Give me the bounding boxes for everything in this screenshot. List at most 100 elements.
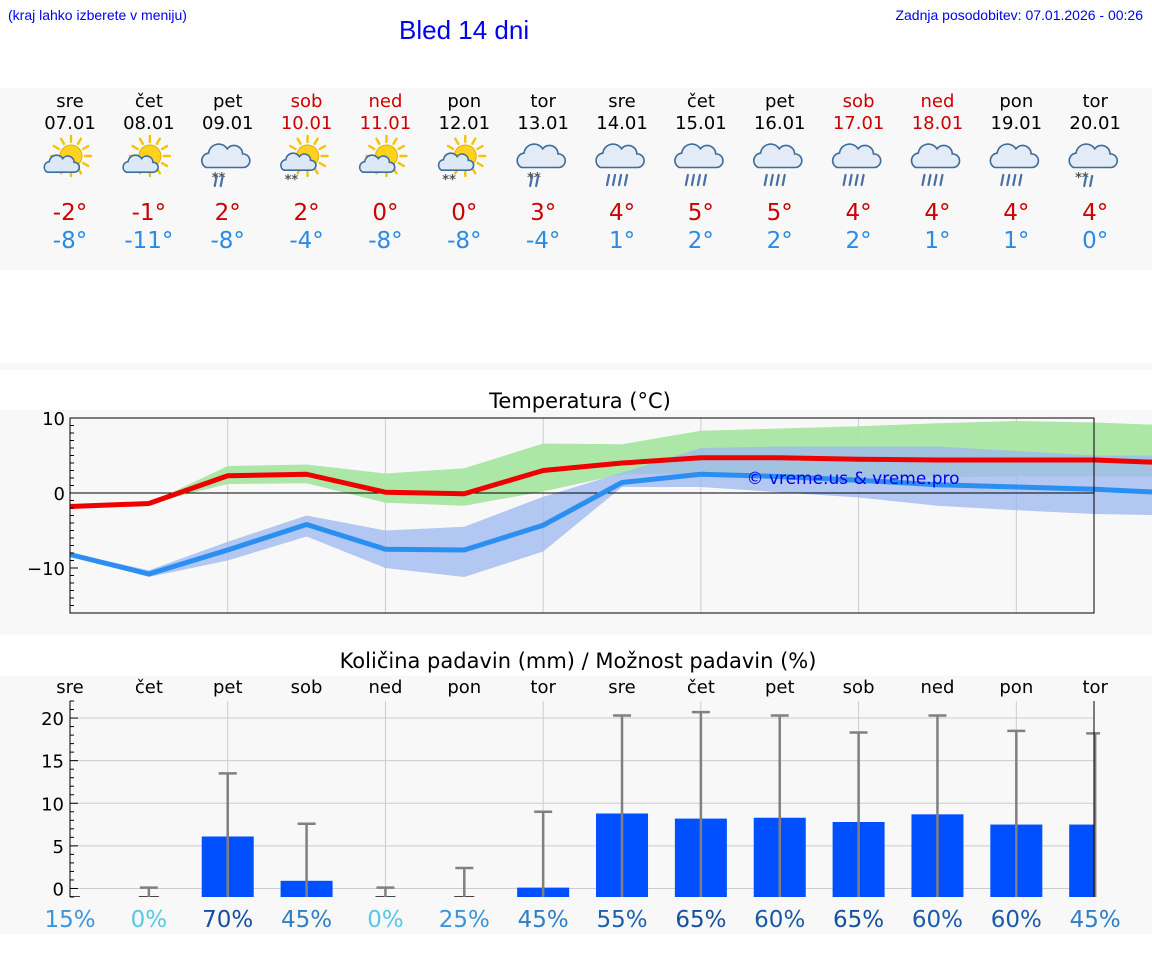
day-name: pon bbox=[999, 91, 1033, 112]
cloud-snow-icon: ** bbox=[516, 143, 567, 188]
min-temperature: 1° bbox=[1003, 228, 1029, 254]
day-date: 18.01 bbox=[912, 113, 964, 134]
y-tick-label: 10 bbox=[41, 794, 64, 815]
day-date: 17.01 bbox=[833, 113, 885, 134]
cloud-sleet-icon: ** bbox=[1068, 143, 1119, 188]
precipitation-chance: 45% bbox=[281, 907, 332, 933]
max-temperature: 3° bbox=[530, 200, 556, 226]
day-date: 20.01 bbox=[1069, 113, 1121, 134]
day-name: čet bbox=[687, 91, 715, 112]
category-label: sob bbox=[843, 677, 875, 698]
day-name: čet bbox=[135, 91, 163, 112]
min-temperature: 2° bbox=[846, 228, 872, 254]
day-name: ned bbox=[368, 91, 402, 112]
min-temperature: -4° bbox=[289, 228, 323, 254]
min-temperature: -4° bbox=[526, 228, 560, 254]
min-temperature: 0° bbox=[1082, 228, 1108, 254]
category-label: pet bbox=[213, 677, 243, 698]
day-name: sre bbox=[608, 91, 635, 112]
max-temperature: 4° bbox=[1082, 200, 1108, 226]
precipitation-chance: 60% bbox=[912, 907, 963, 933]
day-date: 13.01 bbox=[517, 113, 569, 134]
chart-band-separator bbox=[0, 363, 1152, 370]
day-name: sre bbox=[56, 91, 83, 112]
precipitation-chance: 65% bbox=[833, 907, 884, 933]
category-label: ned bbox=[368, 677, 402, 698]
max-temperature: 2° bbox=[294, 200, 320, 226]
cloud-rain-icon bbox=[910, 143, 961, 187]
y-tick-label: 0 bbox=[54, 484, 65, 505]
day-date: 14.01 bbox=[596, 113, 648, 134]
max-temperature-line bbox=[69, 455, 1152, 509]
cloud-rain-icon bbox=[989, 143, 1040, 187]
precipitation-chance: 45% bbox=[1070, 907, 1121, 933]
day-name: ned bbox=[920, 91, 954, 112]
min-temperature: -8° bbox=[368, 228, 402, 254]
day-date: 12.01 bbox=[439, 113, 491, 134]
sun-cloud-icon bbox=[358, 134, 408, 178]
watermark: © vreme.us & vreme.pro bbox=[746, 469, 959, 489]
max-temperature: 4° bbox=[846, 200, 872, 226]
cloud-rain-icon bbox=[831, 143, 882, 187]
precipitation-chance: 25% bbox=[439, 907, 490, 933]
temperature-chart-title: Temperatura (°C) bbox=[488, 389, 671, 413]
day-name: pon bbox=[447, 91, 481, 112]
category-label: sob bbox=[291, 677, 323, 698]
category-label: pon bbox=[447, 677, 481, 698]
svg-text:**: ** bbox=[527, 171, 541, 186]
max-temperature: 5° bbox=[688, 200, 714, 226]
day-name: tor bbox=[1082, 91, 1108, 112]
y-tick-label: 0 bbox=[53, 879, 64, 900]
svg-text:**: ** bbox=[285, 173, 299, 188]
svg-text:**: ** bbox=[442, 173, 456, 188]
category-label: pet bbox=[765, 677, 795, 698]
min-temperature: -8° bbox=[211, 228, 245, 254]
min-temperature: -8° bbox=[53, 228, 87, 254]
max-temperature: 2° bbox=[215, 200, 241, 226]
category-label: sre bbox=[56, 677, 83, 698]
category-label: čet bbox=[687, 677, 715, 698]
category-label: tor bbox=[530, 677, 556, 698]
min-temperature: -8° bbox=[447, 228, 481, 254]
y-tick-label: 20 bbox=[41, 709, 64, 730]
precipitation-chance: 45% bbox=[518, 907, 569, 933]
day-date: 19.01 bbox=[991, 113, 1043, 134]
day-name: sob bbox=[843, 91, 875, 112]
day-date: 11.01 bbox=[360, 113, 412, 134]
max-temperature: -2° bbox=[53, 200, 87, 226]
sun-cloud-icon bbox=[43, 134, 93, 178]
svg-text:**: ** bbox=[1075, 171, 1089, 186]
precipitation-chance: 15% bbox=[44, 907, 95, 933]
sun-cloud-icon bbox=[122, 134, 172, 178]
cloud-snow-icon: ** bbox=[200, 143, 251, 188]
precipitation-chance: 60% bbox=[991, 907, 1042, 933]
min-temperature: 2° bbox=[688, 228, 714, 254]
max-temperature: 4° bbox=[924, 200, 950, 226]
day-date: 10.01 bbox=[281, 113, 333, 134]
category-label: čet bbox=[135, 677, 163, 698]
min-temperature: 1° bbox=[609, 228, 635, 254]
precipitation-chance: 65% bbox=[675, 907, 726, 933]
max-temperature: 0° bbox=[372, 200, 398, 226]
sun-cloud-snow-icon: ** bbox=[437, 134, 487, 188]
cloud-rain-icon bbox=[674, 143, 724, 187]
last-update-timestamp: Zadnja posodobitev: 07.01.2026 - 00:26 bbox=[895, 7, 1143, 23]
category-label: sre bbox=[608, 677, 635, 698]
cloud-rain-icon bbox=[595, 143, 645, 187]
day-date: 09.01 bbox=[202, 113, 254, 134]
min-temperature: -11° bbox=[124, 228, 173, 254]
min-temperature: 1° bbox=[924, 228, 950, 254]
day-date: 15.01 bbox=[675, 113, 727, 134]
precipitation-chance: 0% bbox=[367, 907, 404, 933]
